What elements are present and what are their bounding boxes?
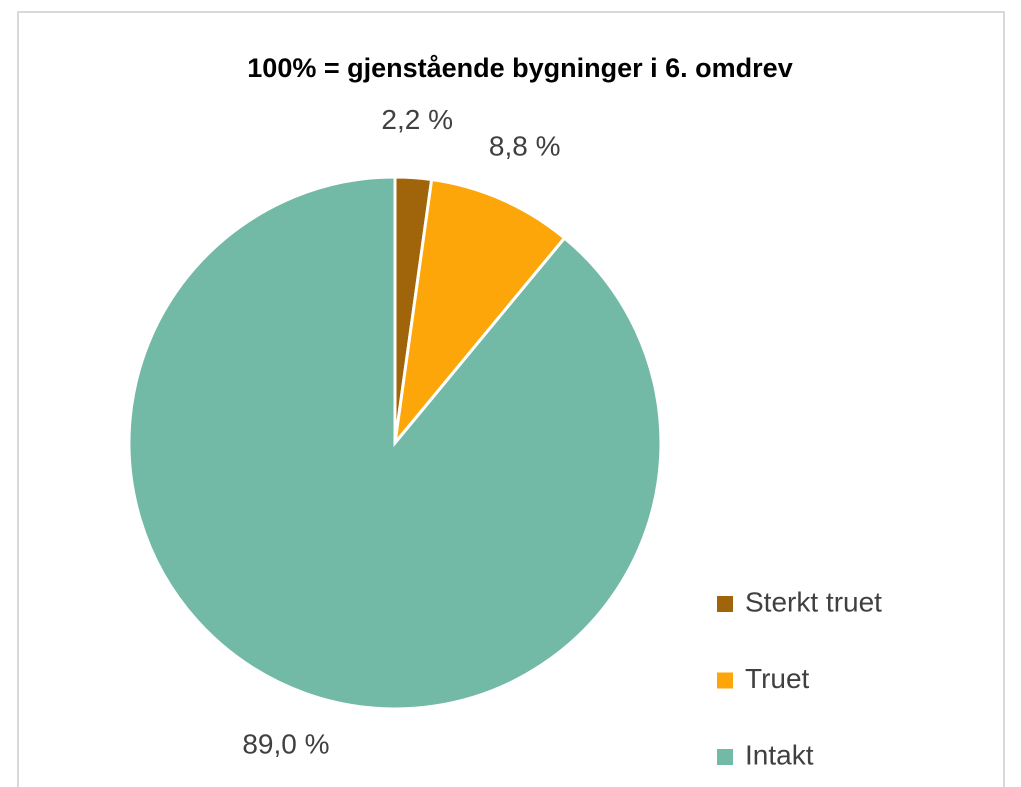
legend-label: Truet [745, 663, 810, 694]
legend-label: Intakt [745, 739, 814, 770]
data-label: 8,8 % [489, 131, 561, 162]
legend-label: Sterkt truet [745, 586, 882, 617]
data-label: 89,0 % [242, 728, 329, 759]
pie-slice [392, 177, 567, 449]
chart-title: 100% = gjenstående bygninger i 6. omdrev [247, 53, 792, 83]
legend-swatch [717, 596, 733, 612]
pie-slice [127, 175, 663, 711]
legend-swatch [717, 672, 733, 689]
legend-swatch [717, 749, 733, 765]
data-label: 2,2 % [381, 104, 453, 135]
